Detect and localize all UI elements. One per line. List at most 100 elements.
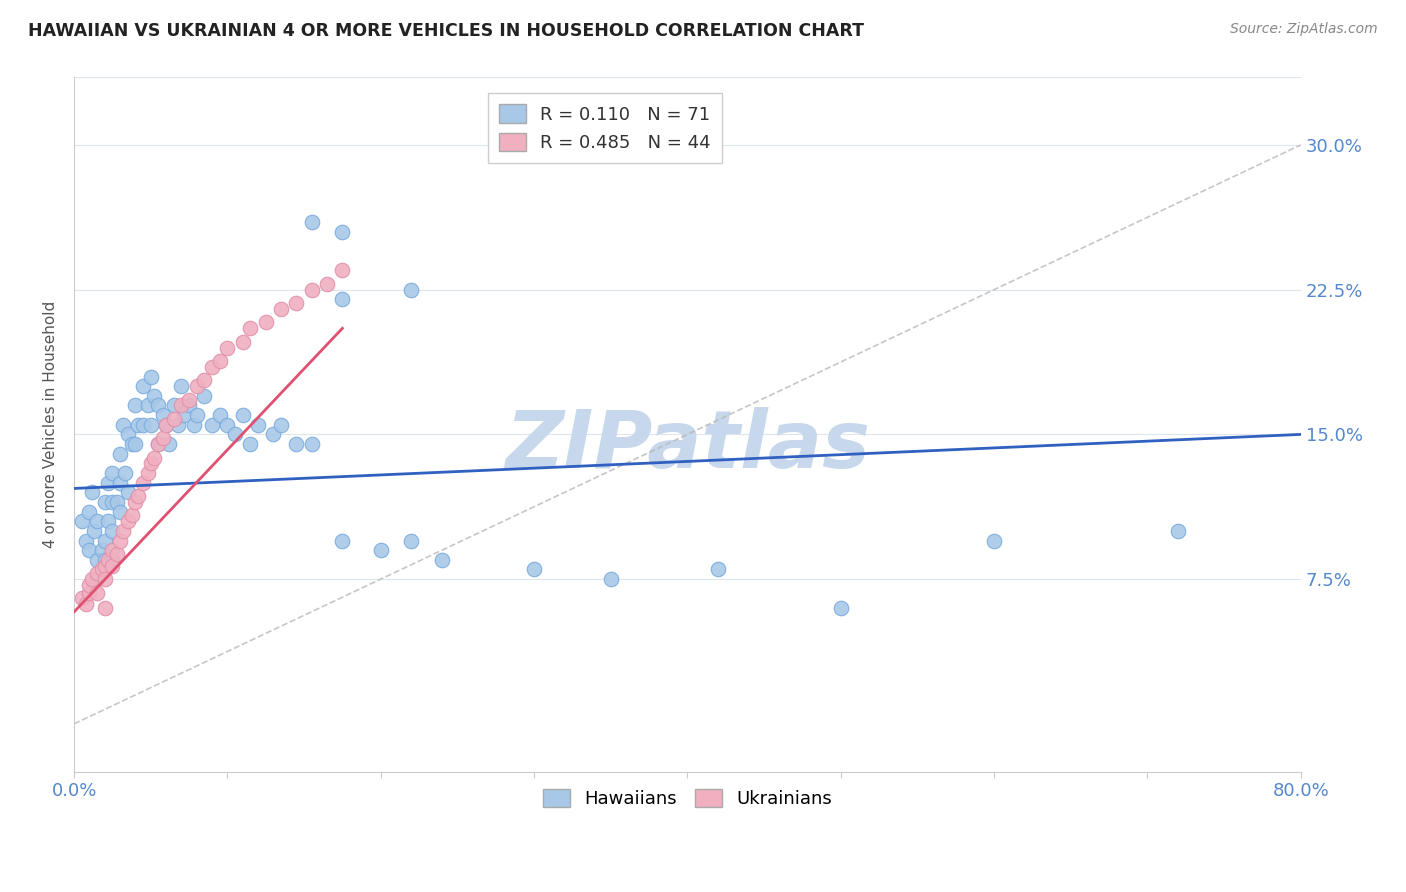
Point xyxy=(75,597,97,611)
Point xyxy=(208,408,231,422)
Point xyxy=(285,296,308,310)
Point xyxy=(94,601,117,615)
Point xyxy=(1167,524,1189,538)
Point xyxy=(86,585,108,599)
Point xyxy=(370,543,392,558)
Point xyxy=(523,562,546,576)
Point xyxy=(86,566,108,581)
Point xyxy=(186,408,208,422)
Point xyxy=(79,543,101,558)
Point xyxy=(332,263,354,277)
Point xyxy=(105,495,128,509)
Point xyxy=(983,533,1005,548)
Point xyxy=(124,399,146,413)
Point xyxy=(599,572,621,586)
Point xyxy=(155,417,177,432)
Point xyxy=(121,437,143,451)
Point xyxy=(332,533,354,548)
Point xyxy=(148,399,170,413)
Point xyxy=(177,392,200,407)
Point xyxy=(108,447,131,461)
Point xyxy=(94,553,117,567)
Point xyxy=(121,508,143,523)
Point xyxy=(270,301,292,316)
Point xyxy=(707,562,730,576)
Point xyxy=(401,533,423,548)
Point xyxy=(232,334,254,349)
Legend: Hawaiians, Ukrainians: Hawaiians, Ukrainians xyxy=(536,781,839,815)
Point xyxy=(173,408,195,422)
Point xyxy=(97,475,120,490)
Point xyxy=(132,417,155,432)
Point xyxy=(97,514,120,528)
Point xyxy=(177,399,200,413)
Point xyxy=(186,379,208,393)
Point xyxy=(97,553,120,567)
Point xyxy=(830,601,852,615)
Point xyxy=(139,417,162,432)
Point xyxy=(193,389,215,403)
Point xyxy=(170,399,193,413)
Point xyxy=(82,485,104,500)
Point xyxy=(101,558,124,573)
Point xyxy=(105,547,128,561)
Point xyxy=(270,417,292,432)
Point xyxy=(79,578,101,592)
Point xyxy=(112,417,135,432)
Point xyxy=(94,558,117,573)
Point xyxy=(170,379,193,393)
Point xyxy=(86,553,108,567)
Point xyxy=(101,553,124,567)
Point xyxy=(108,475,131,490)
Point xyxy=(208,354,231,368)
Point xyxy=(167,417,190,432)
Point xyxy=(90,543,112,558)
Point xyxy=(127,417,149,432)
Point xyxy=(232,408,254,422)
Point xyxy=(86,514,108,528)
Point xyxy=(94,495,117,509)
Point xyxy=(75,533,97,548)
Point xyxy=(79,505,101,519)
Point xyxy=(401,283,423,297)
Point xyxy=(94,572,117,586)
Point xyxy=(108,533,131,548)
Point xyxy=(332,225,354,239)
Point xyxy=(157,437,180,451)
Point xyxy=(285,437,308,451)
Point xyxy=(132,379,155,393)
Point xyxy=(82,572,104,586)
Point xyxy=(101,466,124,480)
Point xyxy=(301,215,323,229)
Point xyxy=(132,475,155,490)
Point xyxy=(101,543,124,558)
Text: ZIPatlas: ZIPatlas xyxy=(505,407,870,484)
Y-axis label: 4 or more Vehicles in Household: 4 or more Vehicles in Household xyxy=(44,301,58,549)
Point xyxy=(301,437,323,451)
Point xyxy=(201,359,224,374)
Point xyxy=(117,514,139,528)
Point xyxy=(301,283,323,297)
Point xyxy=(101,495,124,509)
Point xyxy=(262,427,284,442)
Point xyxy=(155,417,177,432)
Point xyxy=(114,466,136,480)
Point xyxy=(79,585,101,599)
Point xyxy=(108,505,131,519)
Point xyxy=(224,427,246,442)
Point xyxy=(83,524,105,538)
Point xyxy=(139,369,162,384)
Point xyxy=(124,437,146,451)
Point xyxy=(163,412,186,426)
Point xyxy=(139,456,162,470)
Point xyxy=(94,533,117,548)
Point xyxy=(332,293,354,307)
Point xyxy=(90,562,112,576)
Point xyxy=(117,485,139,500)
Point xyxy=(70,591,93,606)
Point xyxy=(136,399,159,413)
Point xyxy=(201,417,224,432)
Point xyxy=(430,553,453,567)
Point xyxy=(254,316,277,330)
Point xyxy=(101,524,124,538)
